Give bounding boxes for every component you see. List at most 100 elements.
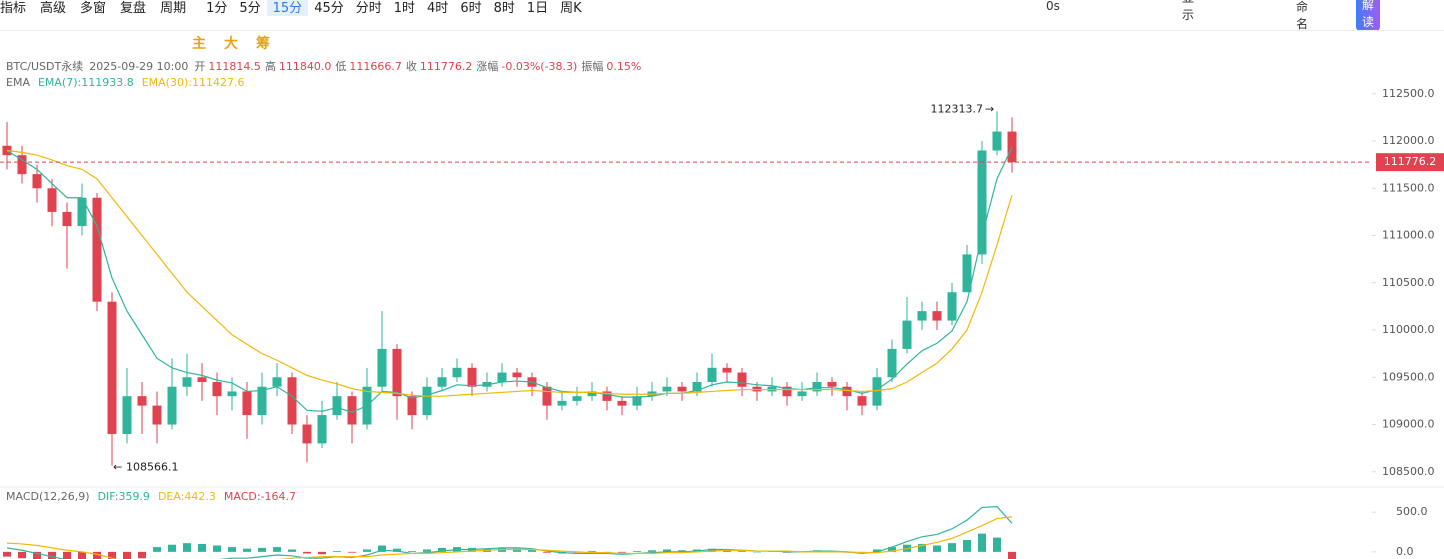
candle-body <box>497 372 507 382</box>
macd-bar <box>378 545 386 552</box>
candle-body <box>92 197 102 302</box>
macd-bar <box>288 549 296 552</box>
toolbar-button[interactable]: 未命名 <box>1296 0 1309 31</box>
y-tick-label: 109000.0 <box>1382 418 1435 431</box>
period-button[interactable]: 周K <box>560 0 582 16</box>
candle-body <box>467 367 477 387</box>
period-button[interactable]: 4时 <box>427 0 449 16</box>
candle-body <box>167 386 177 425</box>
candle-body <box>662 386 672 392</box>
top-toolbar: 指标 高级 多窗 复盘 周期 1分 5分 15分 45分 分时 1时 4时 6时 8时 1日 周K <box>0 0 1444 16</box>
macd-legend: MACD(12,26,9) DIF:359.9 DEA:442.3 MACD:-164… <box>6 490 296 503</box>
macd-bar <box>33 551 41 559</box>
candle-body <box>377 348 387 387</box>
toolbar-button[interactable]: 显示 <box>1182 0 1195 22</box>
macd-bar <box>303 551 311 554</box>
period-button[interactable]: 分时 <box>355 0 382 16</box>
candle-body <box>827 381 837 387</box>
macd-bar <box>363 549 371 552</box>
toolbar-button[interactable]: 周期 <box>160 0 187 16</box>
toolbar-button[interactable]: 多窗 <box>80 0 107 16</box>
low-arrow: ← <box>113 461 122 474</box>
candle-body <box>707 367 717 382</box>
stat-label: 振幅 <box>581 60 604 73</box>
time: 2025-09-29 10:00 <box>89 60 189 73</box>
macd-bar <box>153 547 161 552</box>
toolbar-button[interactable]: 高级 <box>40 0 67 16</box>
candle-body <box>152 405 162 425</box>
candle-body <box>77 197 87 227</box>
candle-body <box>302 424 312 444</box>
macd-bar <box>78 551 86 559</box>
candle-body <box>212 381 222 397</box>
macd-bar <box>948 543 956 552</box>
toolbar-button[interactable]: 指标 <box>0 0 27 16</box>
candle-body <box>722 367 732 373</box>
macd-title: MACD(12,26,9) <box>6 490 90 503</box>
macd-bar <box>348 551 356 553</box>
stat-value: 111666.7 <box>349 60 402 73</box>
macd-bar <box>228 547 236 552</box>
period-button[interactable]: 45分 <box>314 0 344 16</box>
macd-bar <box>408 551 416 552</box>
candle-body <box>902 320 912 349</box>
tool-button[interactable]: 主 <box>192 36 206 52</box>
candle-body <box>842 386 852 397</box>
tool-button[interactable]: 筹 <box>256 36 270 52</box>
macd-bar <box>663 549 671 552</box>
macd-bar <box>3 551 11 557</box>
ema-legend-item: EMA(30):111427.6 <box>141 76 245 89</box>
candle-body <box>422 386 432 416</box>
low-label: 108566.1 <box>126 461 179 474</box>
y-tick-label: 111000.0 <box>1382 229 1435 242</box>
candle-body <box>857 396 867 406</box>
y-tick-label: 109500.0 <box>1382 370 1435 383</box>
candle-body <box>392 348 402 397</box>
candle-body <box>257 386 267 416</box>
macd-bar <box>978 533 986 552</box>
macd-bar <box>168 544 176 552</box>
candle-body <box>332 396 342 416</box>
macd-bar <box>198 543 206 552</box>
macd-legend-item: DEA:442.3 <box>157 490 216 503</box>
stat-label: 低 <box>335 60 347 73</box>
tool-button[interactable]: 大 <box>224 36 238 52</box>
candle-body <box>122 396 132 434</box>
candle-body <box>947 292 957 321</box>
y-tick-label: 111500.0 <box>1382 181 1435 194</box>
last-price-label: 111776.2 <box>1384 155 1437 168</box>
macd-bar <box>513 548 521 552</box>
macd-bar <box>108 551 116 559</box>
period-button[interactable]: 6时 <box>460 0 482 16</box>
toolbar-button[interactable]: 复盘 <box>120 0 147 16</box>
macd-bar <box>708 548 716 552</box>
macd-legend-item: MACD:-164.7 <box>223 490 297 503</box>
period-button[interactable]: 1时 <box>393 0 416 16</box>
macd-bar <box>48 551 56 559</box>
toolbar-button[interactable]: 0s <box>1046 0 1060 13</box>
macd-bar <box>393 548 401 552</box>
period-button[interactable]: 5分 <box>239 0 261 16</box>
stat-label: 收 <box>405 60 417 73</box>
candle-body <box>872 377 882 406</box>
macd-bar <box>993 537 1001 552</box>
macd-bar <box>618 551 626 553</box>
candle-body <box>677 386 687 392</box>
macd-y-tick-label: 0.0 <box>1396 545 1414 558</box>
macd-bar <box>588 551 596 552</box>
ai-button[interactable]: AI解读 <box>1356 0 1380 31</box>
candle-body <box>587 391 597 397</box>
period-button[interactable]: 1日 <box>526 0 549 16</box>
y-tick-label: 112000.0 <box>1382 134 1435 147</box>
candle-body <box>797 391 807 397</box>
period-button[interactable]: 1分 <box>206 0 228 16</box>
period-button[interactable]: 15分 <box>266 0 309 16</box>
ema-title: EMA <box>6 76 30 89</box>
macd-bar <box>888 547 896 552</box>
macd-bar <box>63 551 71 559</box>
period-button[interactable]: 8时 <box>493 0 515 16</box>
stat-label: 涨幅 <box>476 60 499 73</box>
symbol: BTC/USDT永续 <box>6 60 84 73</box>
macd-bar <box>633 551 641 552</box>
